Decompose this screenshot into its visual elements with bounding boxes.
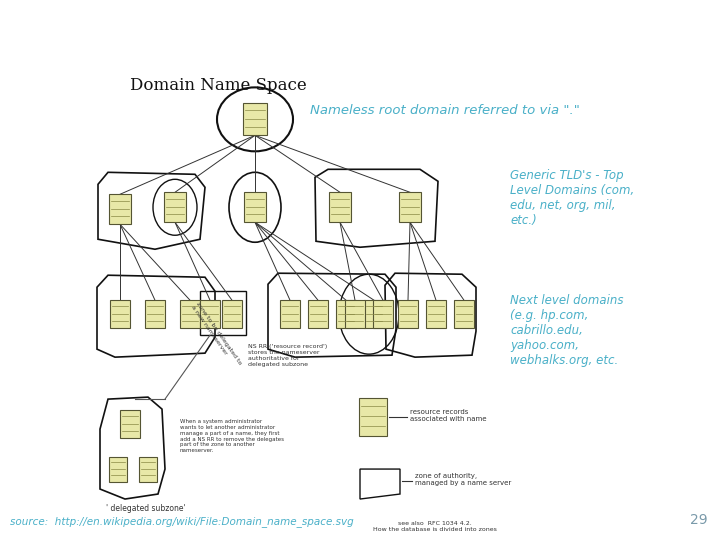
FancyBboxPatch shape [244,192,266,222]
FancyBboxPatch shape [109,194,131,224]
Text: Nameless root domain referred to via ".": Nameless root domain referred to via "." [310,104,580,117]
Text: see also  RFC 1034 4.2.
How the database is divided into zones: see also RFC 1034 4.2. How the database … [373,521,497,532]
FancyBboxPatch shape [164,192,186,222]
Text: When a system administrator
wants to let another administrator
manage a part of : When a system administrator wants to let… [180,419,284,453]
Text: CIS 192 - Lesson 9: CIS 192 - Lesson 9 [252,19,468,40]
FancyBboxPatch shape [200,300,220,328]
FancyBboxPatch shape [243,103,267,136]
FancyBboxPatch shape [359,398,387,436]
FancyBboxPatch shape [345,300,365,328]
FancyBboxPatch shape [364,300,384,328]
FancyBboxPatch shape [399,192,421,222]
Text: zone to be delegated to
a new nameserver: zone to be delegated to a new nameserver [190,301,242,369]
FancyBboxPatch shape [110,300,130,328]
FancyBboxPatch shape [398,300,418,328]
Text: Domain Name Space: Domain Name Space [130,77,307,94]
FancyBboxPatch shape [454,300,474,328]
FancyBboxPatch shape [180,300,200,328]
FancyBboxPatch shape [222,300,242,328]
FancyBboxPatch shape [280,300,300,328]
FancyBboxPatch shape [336,300,356,328]
FancyBboxPatch shape [145,300,165,328]
FancyBboxPatch shape [329,192,351,222]
Text: 29: 29 [690,513,708,527]
Text: source:  http://en.wikipedia.org/wiki/File:Domain_name_space.svg: source: http://en.wikipedia.org/wiki/Fil… [10,516,354,527]
Text: Next level domains
(e.g. hp.com,
cabrillo.edu,
yahoo.com,
webhalks.org, etc.: Next level domains (e.g. hp.com, cabrill… [510,294,624,367]
FancyBboxPatch shape [426,300,446,328]
Text: ' delegated subzone': ' delegated subzone' [106,504,186,513]
Text: zone of authority,
managed by a name server: zone of authority, managed by a name ser… [415,473,511,486]
FancyBboxPatch shape [373,300,393,328]
FancyBboxPatch shape [139,456,157,482]
Text: Generic TLD's - Top
Level Domains (com,
edu, net, org, mil,
etc.): Generic TLD's - Top Level Domains (com, … [510,170,634,227]
FancyBboxPatch shape [308,300,328,328]
Text: resource records
associated with name: resource records associated with name [410,409,487,422]
FancyBboxPatch shape [109,456,127,482]
FancyBboxPatch shape [120,410,140,438]
Text: NS RR ('resource record')
stores the nameserver
authoritative for
delegated subz: NS RR ('resource record') stores the nam… [248,344,328,367]
